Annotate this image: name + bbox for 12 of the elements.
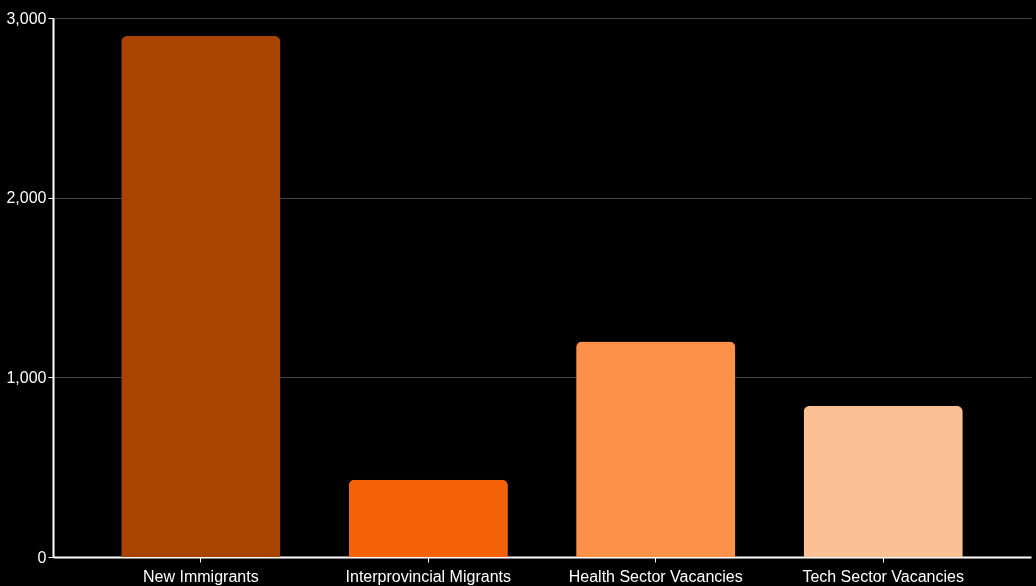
bar [121, 35, 281, 557]
y-tick-label: 2,000 [6, 189, 47, 207]
x-tick-label: Interprovincial Migrants [345, 567, 511, 585]
y-tick-label: 0 [37, 548, 47, 566]
x-tick-label: Tech Sector Vacancies [802, 567, 964, 585]
bar [348, 479, 508, 557]
y-tick-label: 3,000 [6, 9, 47, 27]
bar [576, 341, 736, 557]
x-tick-label: Health Sector Vacancies [568, 567, 743, 585]
x-tick-label: New Immigrants [143, 567, 259, 585]
bar [803, 406, 963, 557]
y-tick-label: 1,000 [6, 368, 47, 386]
